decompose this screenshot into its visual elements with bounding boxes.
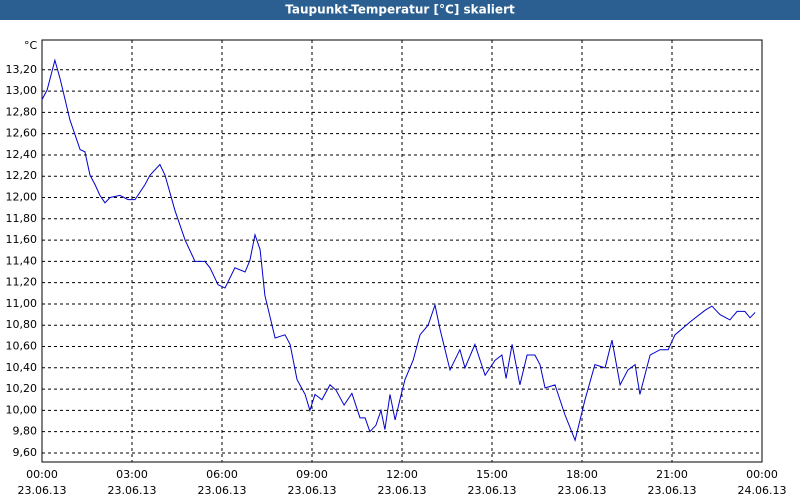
y-tick-label: 12,60: [6, 127, 38, 140]
x-tick-label: 03:00: [116, 468, 148, 481]
plot-border: [41, 39, 763, 463]
chart-title: Taupunkt-Temperatur [°C] skaliert: [285, 3, 515, 17]
y-tick-label: 10,20: [6, 382, 38, 395]
title-bar: [0, 0, 800, 20]
x-tick-label: 12:00: [386, 468, 418, 481]
x-tick-date: 23.06.13: [558, 484, 607, 497]
x-tick-label: 00:00: [746, 468, 778, 481]
y-unit: °C: [24, 39, 38, 52]
x-tick-label: 21:00: [656, 468, 688, 481]
y-tick-label: 10,40: [6, 361, 38, 374]
x-tick-label: 00:00: [26, 468, 58, 481]
y-tick-label: 12,80: [6, 105, 38, 118]
x-tick-date: 23.06.13: [468, 484, 517, 497]
y-tick-label: 13,20: [6, 63, 38, 76]
y-tick-label: 12,00: [6, 191, 38, 204]
y-tick-label: 11,00: [6, 297, 38, 310]
x-tick-date: 24.06.13: [738, 484, 787, 497]
y-tick-label: 9,60: [13, 446, 38, 459]
y-tick-label: 11,80: [6, 212, 38, 225]
x-tick-date: 23.06.13: [198, 484, 247, 497]
y-tick-label: 11,20: [6, 276, 38, 289]
data-line: [41, 58, 756, 442]
x-tick-label: 09:00: [296, 468, 328, 481]
x-tick-label: 18:00: [566, 468, 598, 481]
y-tick-label: 11,40: [6, 254, 38, 267]
x-tick-label: 06:00: [206, 468, 238, 481]
x-tick-date: 23.06.13: [108, 484, 157, 497]
y-tick-label: 10,00: [6, 403, 38, 416]
x-tick-date: 23.06.13: [648, 484, 697, 497]
y-tick-label: 12,40: [6, 148, 38, 161]
y-tick-label: 13,00: [6, 84, 38, 97]
x-tick-date: 23.06.13: [288, 484, 337, 497]
x-tick-date: 23.06.13: [378, 484, 427, 497]
y-tick-label: 9,80: [13, 425, 38, 438]
x-tick-date: 23.06.13: [18, 484, 67, 497]
y-tick-label: 10,60: [6, 340, 38, 353]
x-tick-label: 15:00: [476, 468, 508, 481]
y-tick-label: 10,80: [6, 318, 38, 331]
y-tick-label: 12,20: [6, 169, 38, 182]
y-tick-label: 11,60: [6, 233, 38, 246]
